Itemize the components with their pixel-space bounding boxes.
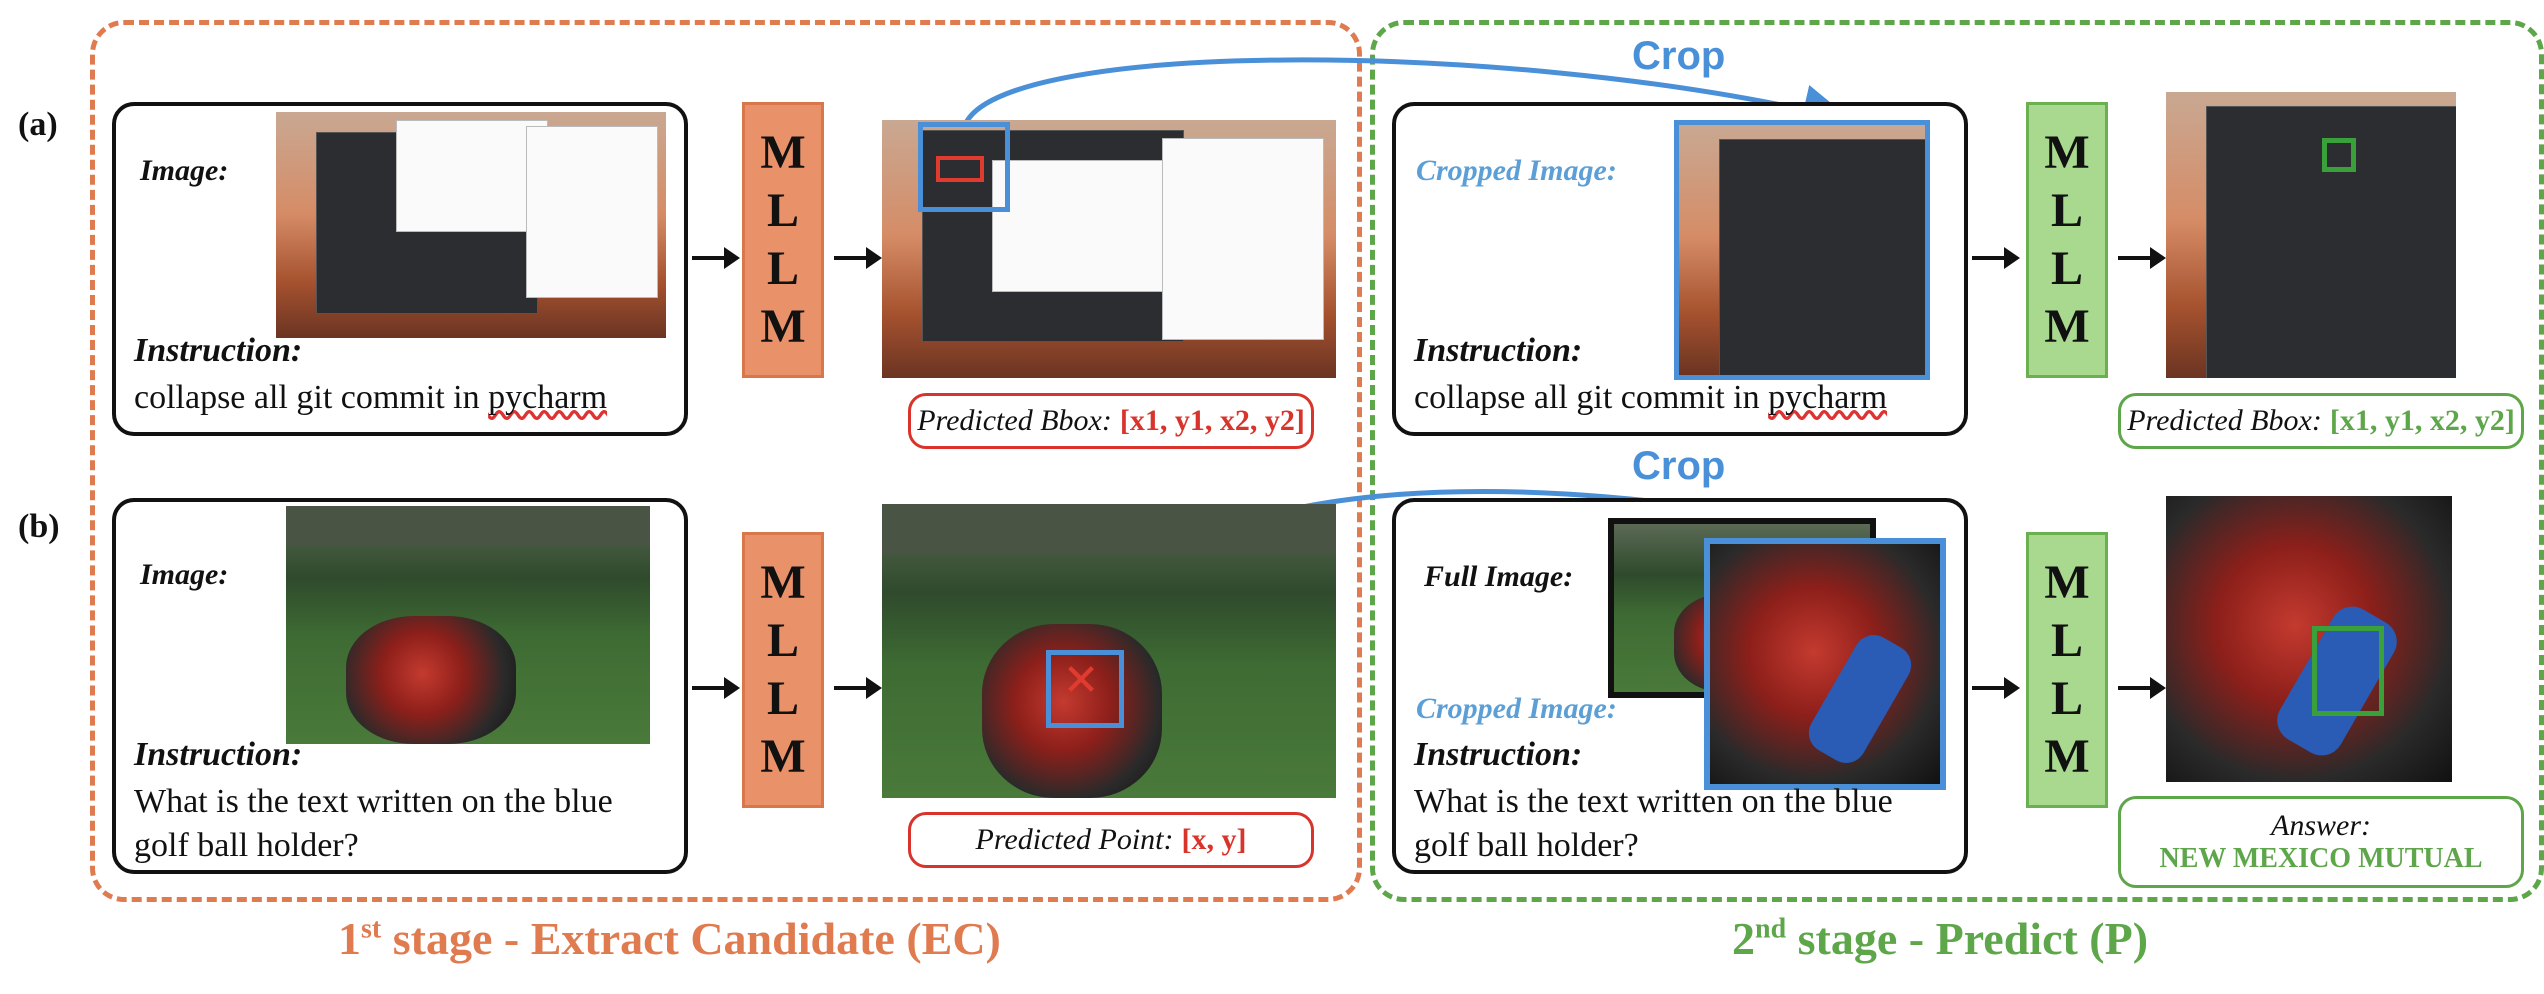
arrow-a2	[834, 247, 882, 269]
arrow-a4	[2118, 247, 2166, 269]
instruction-text-b1: What is the text written on the blue	[134, 783, 613, 820]
image-label-b: Image:	[140, 558, 229, 591]
cropped-screenshot-a	[1674, 120, 1930, 380]
full-image-label-b: Full Image:	[1424, 560, 1574, 593]
crop-label-a: Crop	[1632, 34, 1726, 78]
arrow-a3	[1972, 247, 2020, 269]
golf-prediction-b: ✕	[882, 504, 1336, 798]
crop-arc-a	[962, 57, 1853, 134]
golf-thumbnail-b	[286, 506, 650, 744]
final-image-b	[2166, 496, 2452, 782]
instruction-label-b2: Instruction	[1414, 736, 1571, 773]
arrow-b3	[1972, 677, 2020, 699]
instruction-label-a2: Instruction	[1414, 332, 1571, 369]
stage1-title: 1st stage - Extract Candidate (EC)	[338, 913, 1001, 964]
instruction-word-a2: pycharm	[1768, 379, 1888, 416]
row-label-a: (a)	[18, 106, 58, 143]
cropped-image-label-b: Cropped Image:	[1416, 692, 1617, 725]
stage1-container	[90, 20, 1362, 902]
predicted-point-icon: ✕	[1062, 655, 1100, 706]
final-bbox-pill-a: Predicted Bbox: [x1, y1, x2, y2]	[2118, 393, 2524, 449]
arrow-b4	[2118, 677, 2166, 699]
crop-card-b: Full Image: Cropped Image: Instruction: …	[1392, 498, 1968, 874]
answer-pill-b: Answer: NEW MEXICO MUTUAL	[2118, 796, 2524, 888]
crop-label-b: Crop	[1632, 444, 1726, 488]
cropped-image-b	[1704, 538, 1946, 790]
instruction-text-a: collapse all git commit in	[134, 379, 480, 416]
predicted-bbox-pill-a: Predicted Bbox: [x1, y1, x2, y2]	[908, 393, 1314, 449]
stage2-container	[1370, 20, 2544, 902]
instruction-word-a: pycharm	[488, 379, 608, 416]
arrow-a1	[692, 247, 740, 269]
crop-card-a: Cropped Image: Instruction: collapse all…	[1392, 102, 1968, 436]
instruction-text-b4: golf ball holder?	[1414, 827, 1639, 864]
instruction-text-a2: collapse all git commit in	[1414, 379, 1760, 416]
stage2-title: 2nd stage - Predict (P)	[1732, 913, 2149, 964]
cropped-image-label-a: Cropped Image:	[1416, 154, 1617, 187]
screenshot-prediction-a	[882, 120, 1336, 378]
arrow-b1	[692, 677, 740, 699]
answer-value: NEW MEXICO MUTUAL	[2159, 843, 2483, 874]
instruction-label-a: Instruction	[134, 332, 291, 369]
final-screenshot-a	[2166, 92, 2456, 378]
screenshot-thumbnail-a	[276, 112, 666, 338]
row-label-b: (b)	[18, 508, 60, 545]
image-label-a: Image:	[140, 154, 229, 187]
predicted-point-pill-b: Predicted Point: [x, y]	[908, 812, 1314, 868]
instruction-label-b: Instruction	[134, 736, 291, 773]
answer-key: Answer:	[2271, 809, 2371, 842]
input-card-a: Image: Instruction: collapse all git com…	[112, 102, 688, 436]
instruction-text-b2: golf ball holder?	[134, 827, 359, 864]
instruction-text-b3: What is the text written on the blue	[1414, 783, 1893, 820]
arrow-b2	[834, 677, 882, 699]
input-card-b: Image: Instruction: What is the text wri…	[112, 498, 688, 874]
